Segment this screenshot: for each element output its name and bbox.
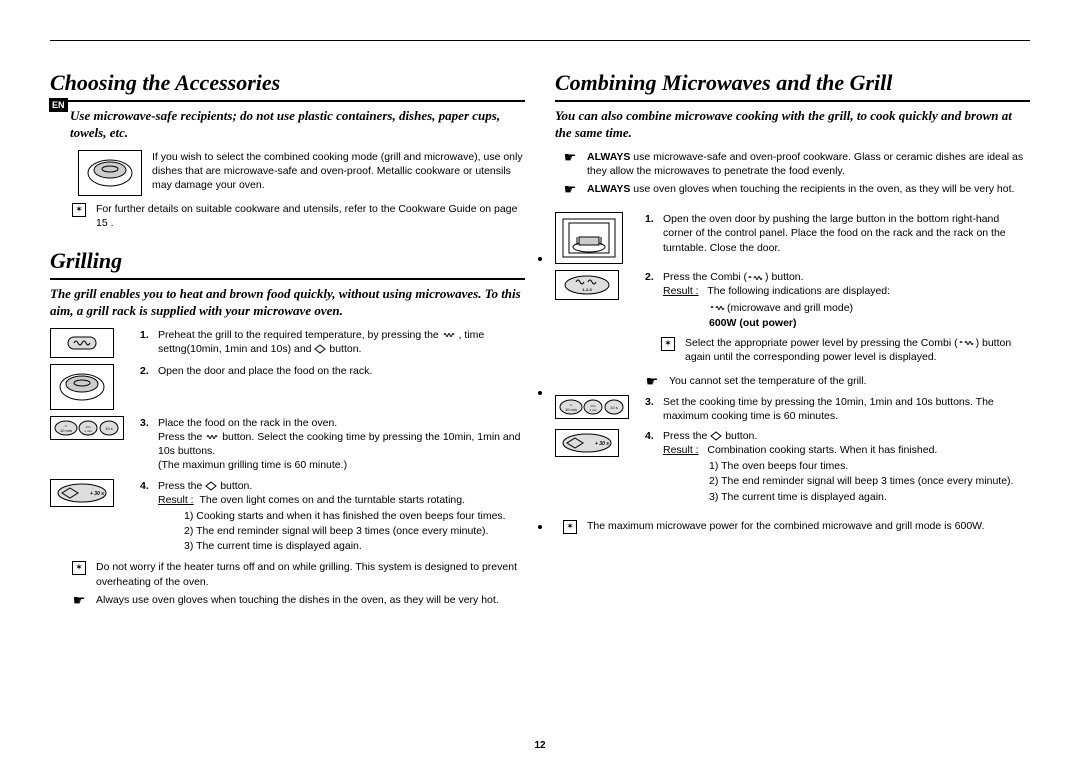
dish-fig-2 <box>50 364 114 410</box>
hand-icon: ☛ <box>563 182 577 196</box>
note-icon: ✶ <box>661 337 675 351</box>
svg-text:10 s: 10 s <box>105 426 113 431</box>
svg-text:1 min: 1 min <box>84 429 92 433</box>
combi-cannot-note: You cannot set the temperature of the gr… <box>669 374 867 388</box>
section-title-grilling: Grilling <box>50 248 525 280</box>
accessories-body: If you wish to select the combined cooki… <box>152 150 525 193</box>
combi-step-4: 4. Press the button. Result : Combinatio… <box>645 429 1030 505</box>
step-3: 3. Place the food on the rack in the ove… <box>140 416 525 473</box>
combi-button-fig: 1-2-3 <box>555 270 619 300</box>
combi-step-1: 1.Open the oven door by pushing the larg… <box>645 212 1030 255</box>
combi-step-2: 2. Press the Combi () button. Result : T… <box>645 270 1030 368</box>
top-rule <box>50 40 1030 41</box>
svg-text:1-2-3: 1-2-3 <box>582 287 592 292</box>
note-icon: ✶ <box>72 203 86 217</box>
combi-warn1: ALWAYS use microwave-safe and oven-proof… <box>587 150 1030 178</box>
hand-icon: ☛ <box>563 150 577 164</box>
right-column: Combining Microwaves and the Grill You c… <box>555 60 1030 743</box>
svg-text:+ 30 s: + 30 s <box>595 441 609 447</box>
svg-text:10 min: 10 min <box>60 428 72 433</box>
grill-icon-fig <box>50 328 114 358</box>
manual-page: EN Choosing the Accessories Use microwav… <box>0 0 1080 763</box>
combi-intro: You can also combine microwave cooking w… <box>555 108 1030 142</box>
section-title-accessories: Choosing the Accessories <box>50 70 525 102</box>
accessories-note: For further details on suitable cookware… <box>96 202 525 230</box>
step-4: 4. Press the button. Result : The oven l… <box>140 479 525 555</box>
oven-fig <box>555 212 623 264</box>
combi-final-note: The maximum microwave power for the comb… <box>587 519 984 533</box>
combi-step-3: 3.Set the cooking time by pressing the 1… <box>645 395 1030 423</box>
grilling-note-b: Always use oven gloves when touching the… <box>96 593 499 607</box>
accessories-intro: Use microwave-safe recipients; do not us… <box>50 108 525 142</box>
note-icon: ✶ <box>72 561 86 575</box>
svg-text:+ 30 s: + 30 s <box>90 491 104 497</box>
left-column: EN Choosing the Accessories Use microwav… <box>50 60 525 743</box>
hand-icon: ☛ <box>72 593 86 607</box>
dish-illustration <box>78 150 142 196</box>
svg-text:10 min: 10 min <box>565 407 577 412</box>
start-button-fig-2: + 30 s <box>555 429 619 457</box>
note-icon: ✶ <box>563 520 577 534</box>
section-title-combi: Combining Microwaves and the Grill <box>555 70 1030 102</box>
time-buttons-fig: h10 min min1 min 10 s <box>50 416 124 440</box>
grilling-intro: The grill enables you to heat and brown … <box>50 286 525 320</box>
start-button-fig: + 30 s <box>50 479 114 507</box>
hand-icon: ☛ <box>645 374 659 388</box>
grilling-note-a: Do not worry if the heater turns off and… <box>96 560 525 588</box>
language-tag: EN <box>49 98 68 112</box>
step-1: 1. Preheat the grill to the required tem… <box>140 328 525 356</box>
svg-text:1 min: 1 min <box>589 408 597 412</box>
svg-text:10 s: 10 s <box>610 405 618 410</box>
combi-warn2: ALWAYS use oven gloves when touching the… <box>587 182 1014 196</box>
time-buttons-fig-2: h10 min min1 min 10 s <box>555 395 629 419</box>
step-2: 2.Open the door and place the food on th… <box>140 364 525 378</box>
page-number: 12 <box>0 740 1080 751</box>
